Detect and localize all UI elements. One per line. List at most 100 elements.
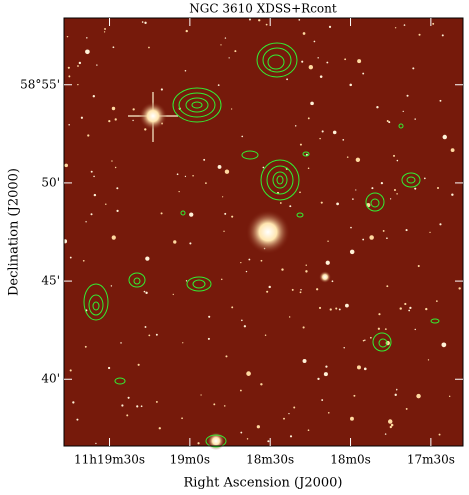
star <box>231 108 233 110</box>
star <box>414 118 416 120</box>
star <box>362 339 365 342</box>
star <box>90 170 93 173</box>
star <box>241 135 244 138</box>
star <box>357 59 362 64</box>
star <box>350 226 352 229</box>
star <box>414 328 416 331</box>
star <box>141 21 144 23</box>
star <box>224 212 227 215</box>
star <box>160 212 163 215</box>
star <box>243 325 247 328</box>
star <box>380 181 384 185</box>
y-tick-label: 40' <box>41 372 60 386</box>
star <box>111 160 113 162</box>
star <box>356 365 361 370</box>
star <box>111 106 116 111</box>
star <box>441 34 444 37</box>
star <box>386 120 389 122</box>
star <box>307 167 310 169</box>
contours <box>83 42 440 448</box>
star <box>86 37 88 39</box>
star <box>332 130 337 135</box>
star <box>432 22 435 25</box>
star <box>321 399 324 401</box>
star <box>192 175 194 177</box>
star <box>294 125 297 127</box>
star <box>85 49 90 55</box>
star <box>417 265 420 268</box>
star <box>362 72 365 75</box>
star <box>136 405 139 408</box>
star <box>107 366 111 370</box>
star <box>331 280 334 283</box>
star <box>325 260 330 265</box>
star <box>114 166 117 169</box>
star <box>103 31 106 33</box>
star <box>64 163 68 168</box>
star <box>448 395 451 398</box>
star <box>239 389 242 392</box>
y-tick-label: 58°55' <box>20 77 60 91</box>
star <box>77 65 79 67</box>
star <box>185 280 188 282</box>
star <box>289 435 293 438</box>
star <box>403 24 406 26</box>
star <box>207 337 210 340</box>
star <box>405 229 408 232</box>
star <box>316 288 319 291</box>
star <box>245 270 248 273</box>
star <box>350 416 354 421</box>
star <box>384 433 387 435</box>
star <box>217 165 222 169</box>
star <box>260 383 263 386</box>
star <box>281 268 284 271</box>
star <box>189 212 194 217</box>
star <box>441 342 447 348</box>
star <box>283 417 285 420</box>
star <box>389 198 392 200</box>
star <box>95 442 97 445</box>
star <box>363 367 367 371</box>
star <box>217 84 220 86</box>
star <box>318 306 322 310</box>
star <box>299 291 302 294</box>
star <box>120 342 122 344</box>
star <box>228 57 230 59</box>
bright-star <box>139 102 167 130</box>
star <box>390 423 394 427</box>
star <box>93 193 97 197</box>
star <box>173 240 177 244</box>
star <box>369 336 372 339</box>
star <box>302 326 305 329</box>
star <box>105 203 107 206</box>
star <box>268 285 271 289</box>
star <box>224 37 227 39</box>
star <box>439 223 442 226</box>
y-axis-label: Declination (J2000) <box>7 168 22 296</box>
star <box>77 83 79 86</box>
star <box>305 153 308 156</box>
star <box>345 303 349 308</box>
star <box>145 256 150 261</box>
star <box>197 442 200 445</box>
star <box>93 175 95 178</box>
star <box>414 187 417 190</box>
y-tick-label: 50' <box>41 175 60 189</box>
star <box>439 99 442 102</box>
star <box>388 121 391 124</box>
star <box>288 316 291 318</box>
star <box>126 414 129 417</box>
star <box>369 235 374 240</box>
star <box>396 159 399 162</box>
star <box>352 198 354 200</box>
star <box>137 363 140 366</box>
star <box>69 256 72 259</box>
star <box>364 339 366 341</box>
star <box>405 408 408 410</box>
star <box>409 306 412 310</box>
star <box>114 118 117 121</box>
star <box>427 359 430 361</box>
star <box>246 371 251 376</box>
star <box>355 157 361 162</box>
